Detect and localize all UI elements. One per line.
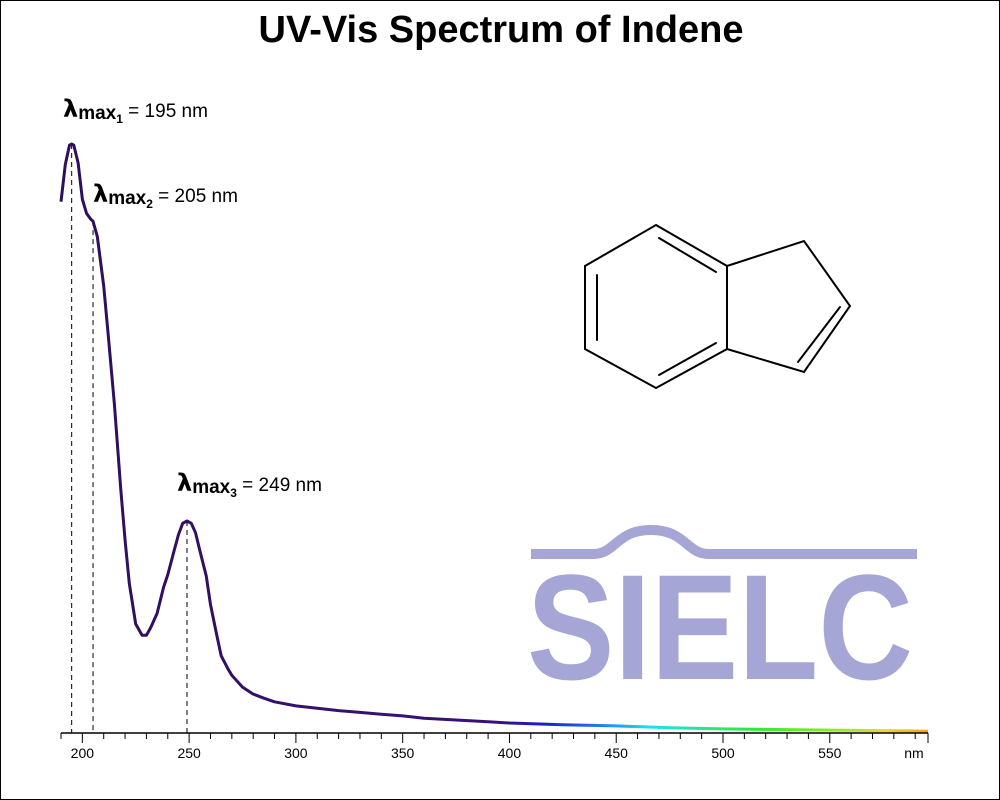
peak-annotation-label: λmax1 = 195 nm <box>63 95 208 126</box>
peak-markers <box>71 144 188 733</box>
x-tick-label: 250 <box>177 745 201 761</box>
five-member-ring <box>726 239 852 374</box>
spectrum-line <box>59 142 929 733</box>
double-bond-inner <box>658 237 717 273</box>
x-axis: 200 250 300 350 400 450 500 550 nm <box>60 732 929 761</box>
x-axis-unit-label: nm <box>904 745 923 761</box>
double-bond-inner <box>797 306 841 363</box>
peak-annotation-label: λmax3 = 249 nm <box>177 469 322 500</box>
peak-annotation-label: λmax2 = 205 nm <box>93 180 238 211</box>
peak-annotations: λmax1 = 195 nm λmax2 = 205 nm λmax3 = 249 … <box>63 95 322 500</box>
sielc-logo: SIELC <box>527 524 917 711</box>
x-tick-label: 200 <box>71 745 95 761</box>
logo-text: SIELC <box>527 543 913 711</box>
x-tick-label: 550 <box>818 745 842 761</box>
chart-title: UV-Vis Spectrum of Indene <box>258 9 744 51</box>
x-tick-label: 350 <box>391 745 415 761</box>
x-tick-label: 300 <box>284 745 308 761</box>
benzene-ring <box>584 223 728 390</box>
double-bond-inner <box>658 342 717 376</box>
x-tick-label: 500 <box>711 745 735 761</box>
indene-structure-diagram <box>584 223 852 390</box>
x-tick-label: 400 <box>498 745 522 761</box>
x-tick-label: 450 <box>605 745 629 761</box>
logo-swoosh <box>531 524 917 559</box>
